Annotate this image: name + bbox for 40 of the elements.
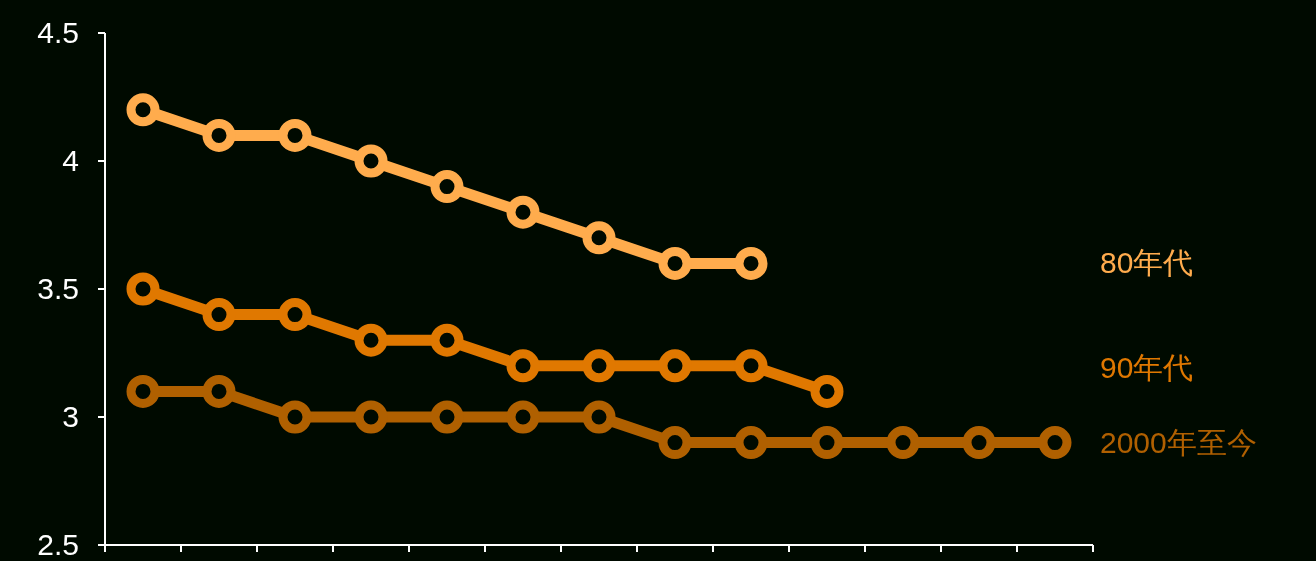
text: 90年代 — [1100, 350, 1194, 384]
point — [582, 349, 616, 383]
point — [126, 93, 160, 127]
y-tick-label: 4.5 — [37, 16, 79, 49]
y-tick-label: 2.5 — [37, 528, 79, 561]
point — [506, 195, 540, 229]
point — [354, 400, 388, 434]
point — [430, 400, 464, 434]
point — [810, 374, 844, 408]
series-label: 2000年至今 — [1100, 425, 1257, 459]
point — [506, 349, 540, 383]
point — [278, 298, 312, 332]
point — [278, 118, 312, 152]
point — [582, 221, 616, 255]
point — [1038, 426, 1072, 460]
point — [126, 374, 160, 408]
point — [354, 323, 388, 357]
text: 80年代 — [1100, 246, 1194, 280]
y-tick-label: 4 — [62, 144, 79, 177]
point — [126, 272, 160, 306]
point — [886, 426, 920, 460]
point — [354, 144, 388, 178]
point — [734, 426, 768, 460]
point — [278, 400, 312, 434]
y-tick-label: 3.5 — [37, 272, 79, 305]
point — [506, 400, 540, 434]
y-tick-label: 3 — [62, 400, 79, 433]
point — [734, 349, 768, 383]
point — [430, 170, 464, 204]
point — [202, 118, 236, 152]
point — [962, 426, 996, 460]
point — [582, 400, 616, 434]
point — [810, 426, 844, 460]
point — [734, 246, 768, 280]
point — [202, 298, 236, 332]
point — [430, 323, 464, 357]
point — [658, 246, 692, 280]
point — [658, 426, 692, 460]
point — [202, 374, 236, 408]
point — [658, 349, 692, 383]
